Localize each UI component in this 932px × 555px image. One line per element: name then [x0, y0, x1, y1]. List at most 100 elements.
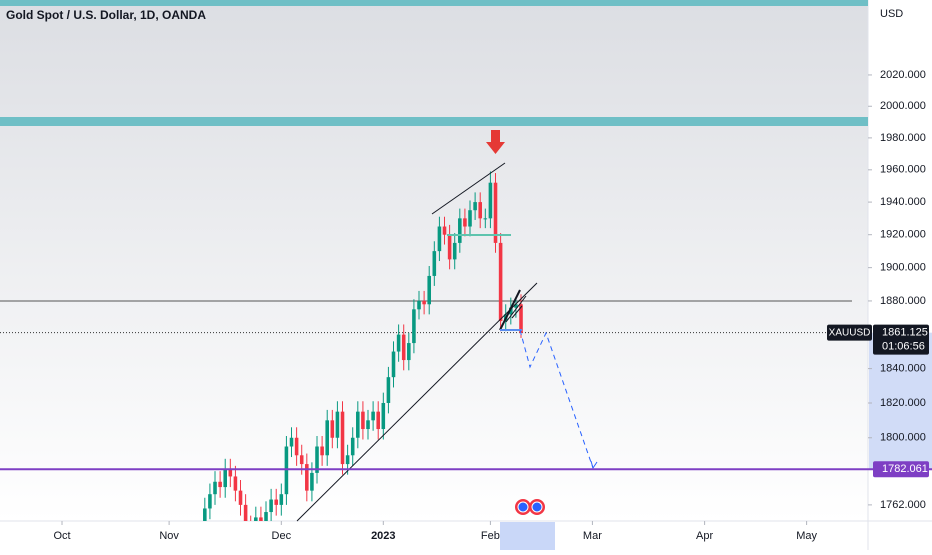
symbol-tag	[827, 324, 872, 341]
price-tag	[873, 324, 929, 355]
support-tag	[873, 461, 929, 478]
x-tick-label: Oct	[53, 530, 70, 542]
candle-body	[218, 481, 222, 488]
candle-body	[259, 517, 263, 521]
event-icon	[531, 501, 543, 513]
candle-body	[325, 420, 329, 456]
candle-body	[376, 411, 380, 430]
candle-body	[381, 402, 386, 430]
time-axis	[0, 521, 868, 550]
candle-body	[289, 437, 294, 447]
trendline	[296, 282, 538, 522]
candle-body	[401, 334, 406, 361]
candle-body	[310, 472, 314, 491]
candle-body	[478, 202, 482, 219]
candle-body	[422, 300, 426, 305]
y-tick-label: 1960.000	[880, 164, 926, 176]
x-tick-label: Dec	[272, 530, 292, 542]
y-tick-label: 1880.000	[880, 295, 926, 307]
drawings	[296, 130, 598, 522]
candle-body	[509, 307, 513, 315]
candle-body	[294, 437, 299, 456]
candle-body	[463, 218, 467, 227]
x-tick-label: Apr	[696, 530, 713, 542]
time-highlight	[500, 522, 555, 550]
y-tick-label: 2000.000	[880, 100, 926, 112]
candle-body	[473, 202, 477, 211]
candle-body	[391, 351, 396, 378]
candle-body	[396, 334, 401, 352]
y-tick-label: 1762.000	[880, 499, 926, 511]
zone	[0, 117, 868, 126]
candle-body	[407, 343, 411, 361]
currency: USD	[880, 8, 903, 20]
candle-body	[213, 481, 217, 495]
candle-body	[223, 469, 227, 488]
candle-body	[442, 226, 447, 235]
projection	[519, 329, 594, 469]
y-tick-label: 1840.000	[880, 363, 926, 375]
candle-body	[371, 411, 375, 421]
candle-body	[284, 446, 289, 495]
candle-body	[335, 411, 340, 438]
event-icon	[517, 501, 529, 513]
y-tick-label: 1900.000	[880, 262, 926, 274]
candle-body	[366, 420, 370, 430]
x-tick-label: Nov	[159, 530, 179, 542]
candle-body	[279, 494, 284, 505]
candle-body	[458, 218, 462, 243]
candle-body	[340, 411, 345, 465]
candle-body	[493, 182, 498, 243]
axis-layer: 2020.000 2000.000 1980.000 1960.000 1940.000…	[53, 69, 932, 542]
candle-body	[483, 218, 488, 220]
projection-arrow	[590, 460, 598, 470]
candle-body	[412, 309, 416, 344]
candle-body	[330, 420, 335, 438]
candle-body	[274, 499, 278, 505]
y-tick-label: 1940.000	[880, 196, 926, 208]
candle-body	[519, 304, 523, 333]
y-tick-label: 1820.000	[880, 397, 926, 409]
timer-label: 01:06:56	[882, 341, 925, 353]
symbol-label: XAUUSD	[829, 327, 871, 338]
candle-body	[315, 446, 319, 473]
candle-body	[228, 469, 233, 477]
candle-body	[427, 275, 431, 305]
candle-body	[488, 182, 493, 219]
y-tick-label: 2020.000	[880, 69, 926, 81]
price-highlight	[869, 332, 932, 470]
candle-body	[356, 411, 360, 438]
x-tick-label: 2023	[371, 530, 395, 542]
candle-body	[437, 226, 442, 252]
candle-body	[264, 512, 268, 521]
candle-body	[350, 437, 355, 456]
candle-body	[452, 242, 457, 260]
zone	[0, 0, 868, 6]
trendline	[431, 162, 506, 215]
candle-body	[468, 210, 472, 227]
x-tick-label: Feb	[481, 530, 500, 542]
candle-body	[269, 499, 273, 513]
support-label: 1782.061	[882, 463, 928, 475]
candle-body	[233, 476, 238, 491]
candle-body	[345, 455, 350, 465]
candle-body	[498, 242, 503, 322]
plot	[0, 171, 868, 521]
y-tick-label: 1920.000	[880, 229, 926, 241]
candle-body	[361, 411, 365, 430]
chart-title: Gold Spot / U.S. Dollar, 1D, OANDA	[6, 8, 206, 22]
flag-line	[511, 305, 523, 319]
candle-body	[447, 234, 452, 260]
y-tick-label: 1980.000	[880, 132, 926, 144]
y-tick-label: 1800.000	[880, 432, 926, 444]
candle-body	[238, 490, 243, 505]
candle-body	[243, 504, 248, 521]
flag-line	[499, 289, 521, 331]
candle-body	[386, 377, 391, 403]
candle-body	[305, 464, 309, 491]
current-price-label: 1861.125	[882, 327, 928, 339]
candle-body	[203, 508, 207, 521]
flag-line	[505, 295, 527, 323]
candle-body	[432, 251, 437, 276]
candle-body	[254, 517, 258, 521]
